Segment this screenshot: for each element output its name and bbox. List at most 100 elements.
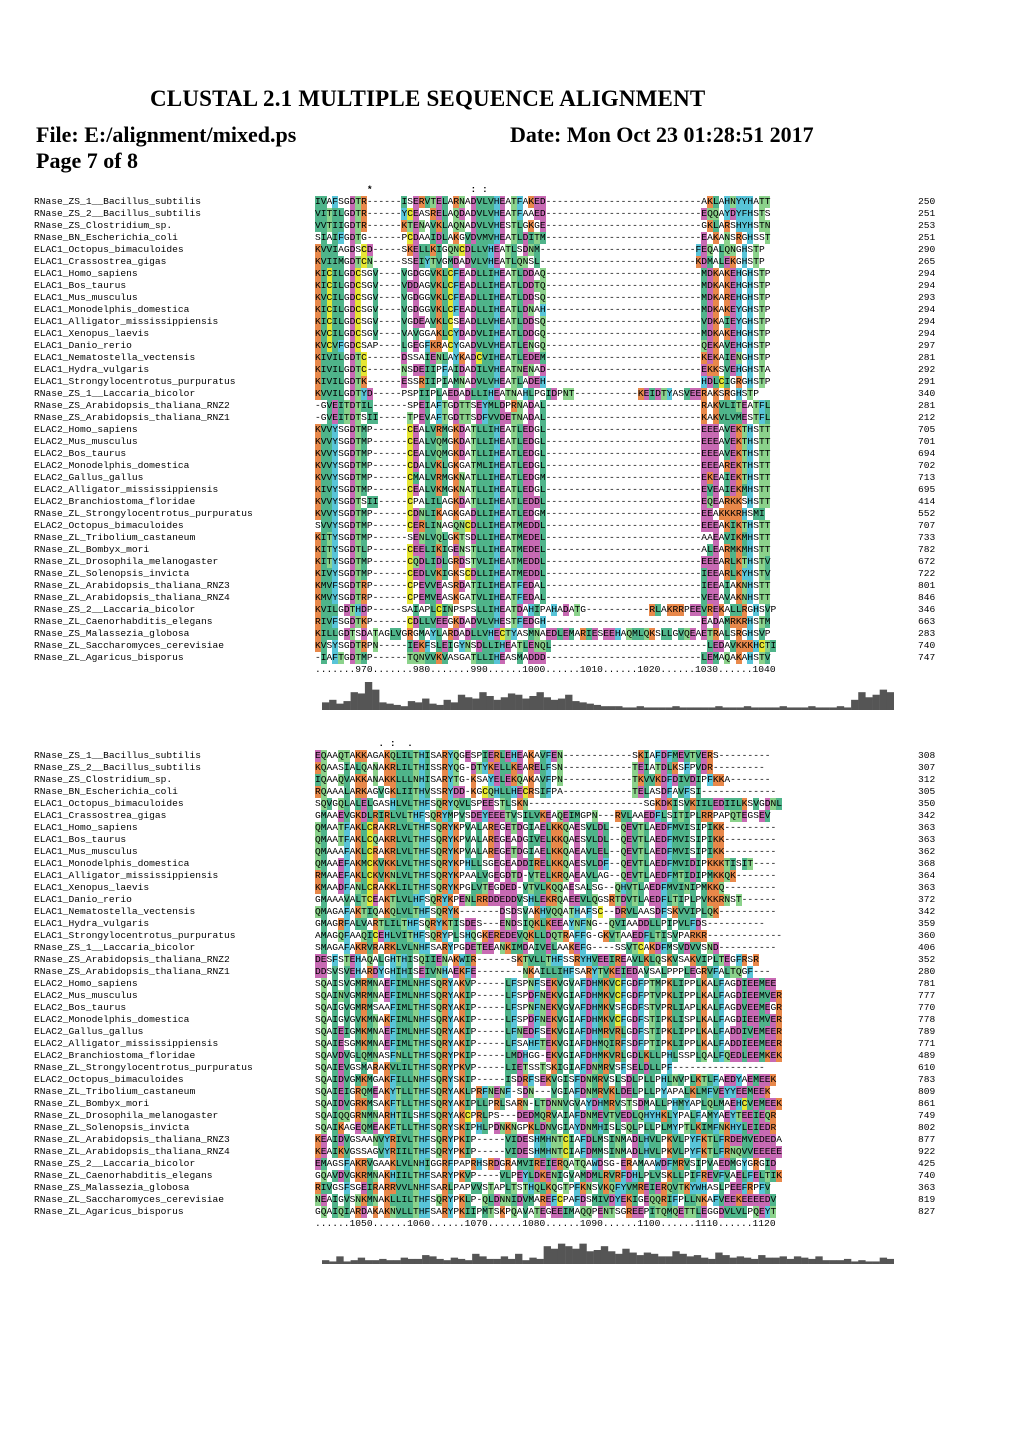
sequence-residues: KQAASIALQANAKRLILTHISSRYQG-DTYKELLKEAREL…	[315, 762, 765, 774]
sequence-row: ELAC2_Homo_sapiens KVVYSGDTMP------CEALVR…	[0, 424, 1024, 436]
sequence-row: RNase_ZS_Arabidopsis_thaliana_RNZ1 -GVEIT…	[0, 412, 1024, 424]
quality-bar	[414, 702, 423, 710]
sequence-name: RNase_ZL_Saccharomyces_cerevisiae	[34, 640, 224, 651]
sequence-end-position: 363	[918, 882, 936, 893]
quality-bar	[765, 707, 773, 710]
quality-bar	[565, 1246, 573, 1264]
sequence-end-position: 777	[918, 990, 936, 1001]
sequence-row: RNase_ZS_1__Bacillus_subtilis EQAAQTAKKAG…	[0, 750, 1024, 762]
quality-bar	[808, 706, 816, 710]
sequence-name: RNase_ZS_Clostridium_sp.	[34, 220, 173, 231]
sequence-name: RNase_ZL_Arabidopsis_thaliana_RNZ3	[34, 580, 230, 591]
sequence-end-position: 733	[918, 532, 936, 543]
quality-bar	[436, 1258, 444, 1264]
sequence-residues: SQAIDVGMKMGAKFILLNHFSQRYSKIP-----ISDRFSE…	[315, 1074, 777, 1086]
sequence-name: RNase_ZL_Arabidopsis_thaliana_RNZ4	[34, 1146, 230, 1157]
sequence-name: RNase_ZL_Arabidopsis_thaliana_RNZ3	[34, 1134, 230, 1145]
sequence-row: RNase_ZL_Arabidopsis_thaliana_RNZ3 KMVFSG…	[0, 580, 1024, 592]
sequence-name: RNase_ZL_Saccharomyces_cerevisiae	[34, 1194, 224, 1205]
sequence-name: RNase_ZS_1__Laccaria_bicolor	[34, 942, 196, 953]
sequence-residues: KVVYSGDTMP------CEALVQMGKDATLLIHEATLEDGL…	[315, 448, 771, 460]
sequence-end-position: 360	[918, 930, 936, 941]
sequence-row: ELAC1_Crassostrea_gigas KVIIMGDTCN-----SS…	[0, 256, 1024, 268]
sequence-name: RNase_ZS_Malassezia_globosa	[34, 628, 190, 639]
quality-bar	[522, 698, 530, 710]
sequence-residues: SQAIKAGEQMEAKFTLLTHFSQRYSKIPHLPDNKNGPKLD…	[315, 1122, 777, 1134]
sequence-residues: KEAIDVGSAANVYRIVLTHFSQRYPKIP-----VIDESHM…	[315, 1134, 783, 1146]
quality-bar	[593, 704, 602, 710]
sequence-residues: -GVEITDTSII-----TPEVAFTGDTTSDFVVDETNADAL…	[315, 412, 771, 424]
sequence-residues: IVAFSGDTR------ISERVTELARNADVLVHEATFAKED…	[315, 196, 771, 208]
sequence-name: ELAC1_Xenopus_laevis	[34, 882, 150, 893]
sequence-residues: KILLGDTSDATAGLVGRGMAYLARDADLLVHECTYASMNA…	[315, 628, 771, 640]
sequence-name: ELAC1_Danio_rerio	[34, 894, 132, 905]
quality-bar	[872, 1261, 880, 1264]
quality-bar	[422, 698, 430, 710]
sequence-row: ELAC1_Hydra_vulgaris GMAGRFALVARTLILTHFSQ…	[0, 918, 1024, 930]
sequence-name: RNase_ZS_1__Bacillus_subtilis	[34, 196, 201, 207]
quality-bar	[364, 1260, 373, 1264]
sequence-row: ELAC1_Octopus_bimaculoides SQVGQLALELGASH…	[0, 798, 1024, 810]
quality-bar	[608, 1251, 616, 1264]
sequence-residues: SQAVDVGLQMNASFNLLTHFSQRYPKIP-----LMDHGG-…	[315, 1050, 783, 1062]
sequence-residues: KITYSGDTLP------CEELIKIGENSTLLIHEATMEDEL…	[315, 544, 771, 556]
quality-histogram	[322, 1234, 894, 1264]
sequence-name: RNase_ZS_2__Laccaria_bicolor	[34, 604, 196, 615]
sequence-end-position: 312	[918, 774, 936, 785]
sequence-residues: KMVFSGDTRP------CPEVVEASRDATILIHEATFEDAL…	[315, 580, 771, 592]
sequence-row: RNase_ZS_Clostridium_sp. VVTIIGDTR------K…	[0, 220, 1024, 232]
sequence-residues: KVVILGDTYD-----PSPIIPLAEDADLLIHEATNAHLPG…	[315, 388, 759, 400]
sequence-row: RNase_ZS_1__Laccaria_bicolor SMAGAFAKRVRA…	[0, 942, 1024, 954]
sequence-residues: GMAAEVGKDLRIRLVLTHFSQRYMPVSDEYEEETVSILVK…	[315, 810, 771, 822]
sequence-residues: VITILGDTR------YCEASRELAQDADVLVHEATFAAED…	[315, 208, 771, 220]
quality-bar	[529, 1257, 537, 1264]
sequence-end-position: 827	[918, 1206, 936, 1217]
quality-bar	[672, 1251, 680, 1264]
sequence-residues: RMAAEFAKLCKVKNLVLTHFSQRYKPAALVGEGDTD-VTE…	[315, 870, 777, 882]
sequence-residues: KIVYSGDTMP------CEDLVKIGKSCDLLIHEATMEDDL…	[315, 568, 771, 580]
sequence-residues: EQAAQTAKKAGAKQLILTHISARYQGESPIERLEHEAKAV…	[315, 750, 771, 762]
sequence-name: RNase_ZS_Arabidopsis_thaliana_RNZ2	[34, 400, 230, 411]
quality-bar	[479, 1256, 487, 1264]
sequence-row: RNase_ZL_Drosophila_melanogaster SQAIQQGR…	[0, 1110, 1024, 1122]
sequence-row: RNase_ZL_Strongylocentrotus_purpuratus KV…	[0, 508, 1024, 520]
quality-bar	[586, 1251, 594, 1264]
sequence-end-position: 305	[918, 786, 936, 797]
quality-bar	[743, 1257, 752, 1264]
quality-bar	[758, 1255, 766, 1264]
sequence-row: RNase_ZS_Clostridium_sp. IQAAQVAKKANAKKLL…	[0, 774, 1024, 786]
sequence-row: ELAC1_Monodelphis_domestica QMAAEFAKMCKVK…	[0, 858, 1024, 870]
sequence-name: RNase_ZL_Tribolium_castaneum	[34, 1086, 196, 1097]
sequence-residues: DESFSTEHAQALGHTHISQIIENAKWIR------SKTVLL…	[315, 954, 759, 966]
quality-bar	[643, 707, 652, 710]
quality-bar	[336, 1256, 344, 1264]
sequence-name: ELAC1_Strongylocentrotus_purpuratus	[34, 930, 236, 941]
sequence-name: RNase_ZL_Agaricus_bisporus	[34, 1206, 184, 1217]
sequence-name: ELAC2_Alligator_mississippiensis	[34, 484, 219, 495]
quality-bar	[636, 706, 644, 710]
sequence-row: RNase_ZS_1__Bacillus_subtilis IVAFSGDTR--…	[0, 196, 1024, 208]
quality-bar	[572, 701, 580, 710]
quality-bar	[886, 692, 894, 710]
sequence-name: ELAC1_Strongylocentrotus_purpuratus	[34, 376, 236, 387]
sequence-end-position: 747	[918, 652, 936, 663]
quality-bar	[364, 682, 373, 710]
quality-bar	[622, 1248, 630, 1264]
sequence-end-position: 663	[918, 616, 936, 627]
sequence-end-position: 819	[918, 1194, 936, 1205]
quality-bar	[522, 1260, 530, 1264]
quality-bar	[343, 1261, 351, 1264]
sequence-row: RNase_ZL_Arabidopsis_thaliana_RNZ3 KEAIDV…	[0, 1134, 1024, 1146]
sequence-residues: NEAIGVSNKMNAKLLILTHFSQRYPKLP-QLDNNIDVMAR…	[315, 1194, 777, 1206]
sequence-row: RNase_ZL_Caenorhabditis_elegans RIVFSGDTK…	[0, 616, 1024, 628]
sequence-residues: EMAGSFAKRVGAAKLVLNHIGGRFPAPRHSRDGRAMVIRE…	[315, 1158, 777, 1170]
sequence-name: ELAC2_Bos_taurus	[34, 448, 127, 459]
quality-bar	[636, 1255, 644, 1264]
sequence-end-position: 781	[918, 978, 936, 989]
sequence-name: ELAC1_Bos_taurus	[34, 280, 127, 291]
sequence-row: RNase_ZS_2__Bacillus_subtilis KQAASIALQAN…	[0, 762, 1024, 774]
sequence-name: RNase_ZL_Strongylocentrotus_purpuratus	[34, 508, 253, 519]
sequence-end-position: 283	[918, 628, 936, 639]
sequence-end-position: 294	[918, 316, 936, 327]
sequence-end-position: 307	[918, 762, 936, 773]
